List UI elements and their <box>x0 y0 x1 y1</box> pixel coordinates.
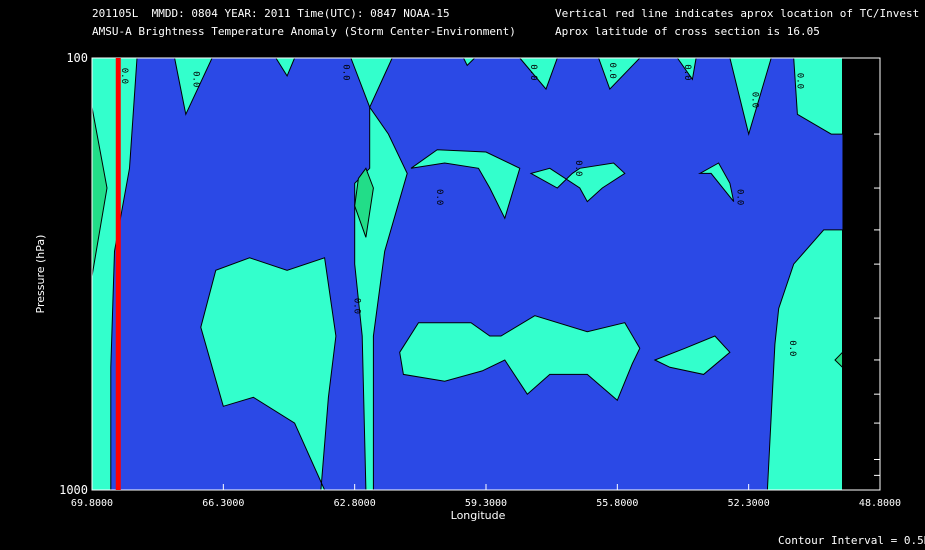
anomaly-region-positive <box>410 149 521 220</box>
tc-line-note: Vertical red line indicates aprox locati… <box>555 7 920 20</box>
contour-interval-label: Contour Interval = 0.5K <box>778 534 925 547</box>
contour-label: 0.0 <box>340 64 350 80</box>
x-tick-label: 69.8000 <box>71 498 113 509</box>
anomaly-region-strong <box>834 351 843 369</box>
chart-title: AMSU-A Brightness Temperature Anomaly (S… <box>92 25 516 38</box>
contour-label: 0.0 <box>734 189 744 205</box>
contour-labels: 0.0 0.0 0.0 0.0 0.0 0.0 0.0 0.0 0.0 0.0 0.0 0.0 0.0 <box>119 63 804 357</box>
contour-label: 0.0 <box>573 160 583 176</box>
contour-label: 0.0 <box>787 340 797 356</box>
contour-label: 0.0 <box>607 63 617 79</box>
contour-label: 0.0 <box>190 71 200 87</box>
anomaly-region-positive <box>653 335 731 375</box>
anomaly-region-positive <box>697 162 735 202</box>
anomaly-region-strong <box>354 167 374 238</box>
anomaly-region-positive <box>529 162 626 203</box>
y-tick-label: 1000 <box>59 483 88 497</box>
x-tick-label: 55.8000 <box>596 498 638 509</box>
anomaly-regions <box>91 57 843 491</box>
x-tick-label: 48.8000 <box>859 498 901 509</box>
latitude-note: Aprox latitude of cross section is 16.05 <box>555 25 820 38</box>
y-tick-label: 100 <box>66 51 88 65</box>
x-axis-label: Longitude <box>451 509 506 522</box>
x-tick-label: 52.3000 <box>728 498 770 509</box>
contour-label: 0.0 <box>352 298 362 314</box>
y-axis-label: Pressure (hPa) <box>34 235 47 314</box>
contour-label: 0.0 <box>682 64 692 80</box>
contour-label: 0.0 <box>119 68 129 84</box>
anomaly-region-positive <box>399 315 641 402</box>
contour-label: 0.0 <box>434 189 444 205</box>
contour-label: 0.0 <box>528 64 538 80</box>
axis-ticks: 69.8000 66.3000 62.8000 59.3000 55.8000 52.30… <box>59 51 901 509</box>
anomaly-region-positive <box>200 257 337 491</box>
anomaly-region-positive <box>766 229 843 491</box>
x-tick-label: 62.8000 <box>334 498 376 509</box>
x-tick-label: 66.3000 <box>202 498 244 509</box>
chart-subtitle: 201105L MMDD: 0804 YEAR: 2011 Time(UTC):… <box>92 7 450 20</box>
contour-label: 0.0 <box>749 92 759 108</box>
x-tick-label: 59.3000 <box>465 498 507 509</box>
plot-background <box>92 58 843 490</box>
contour-label: 0.0 <box>794 73 804 89</box>
